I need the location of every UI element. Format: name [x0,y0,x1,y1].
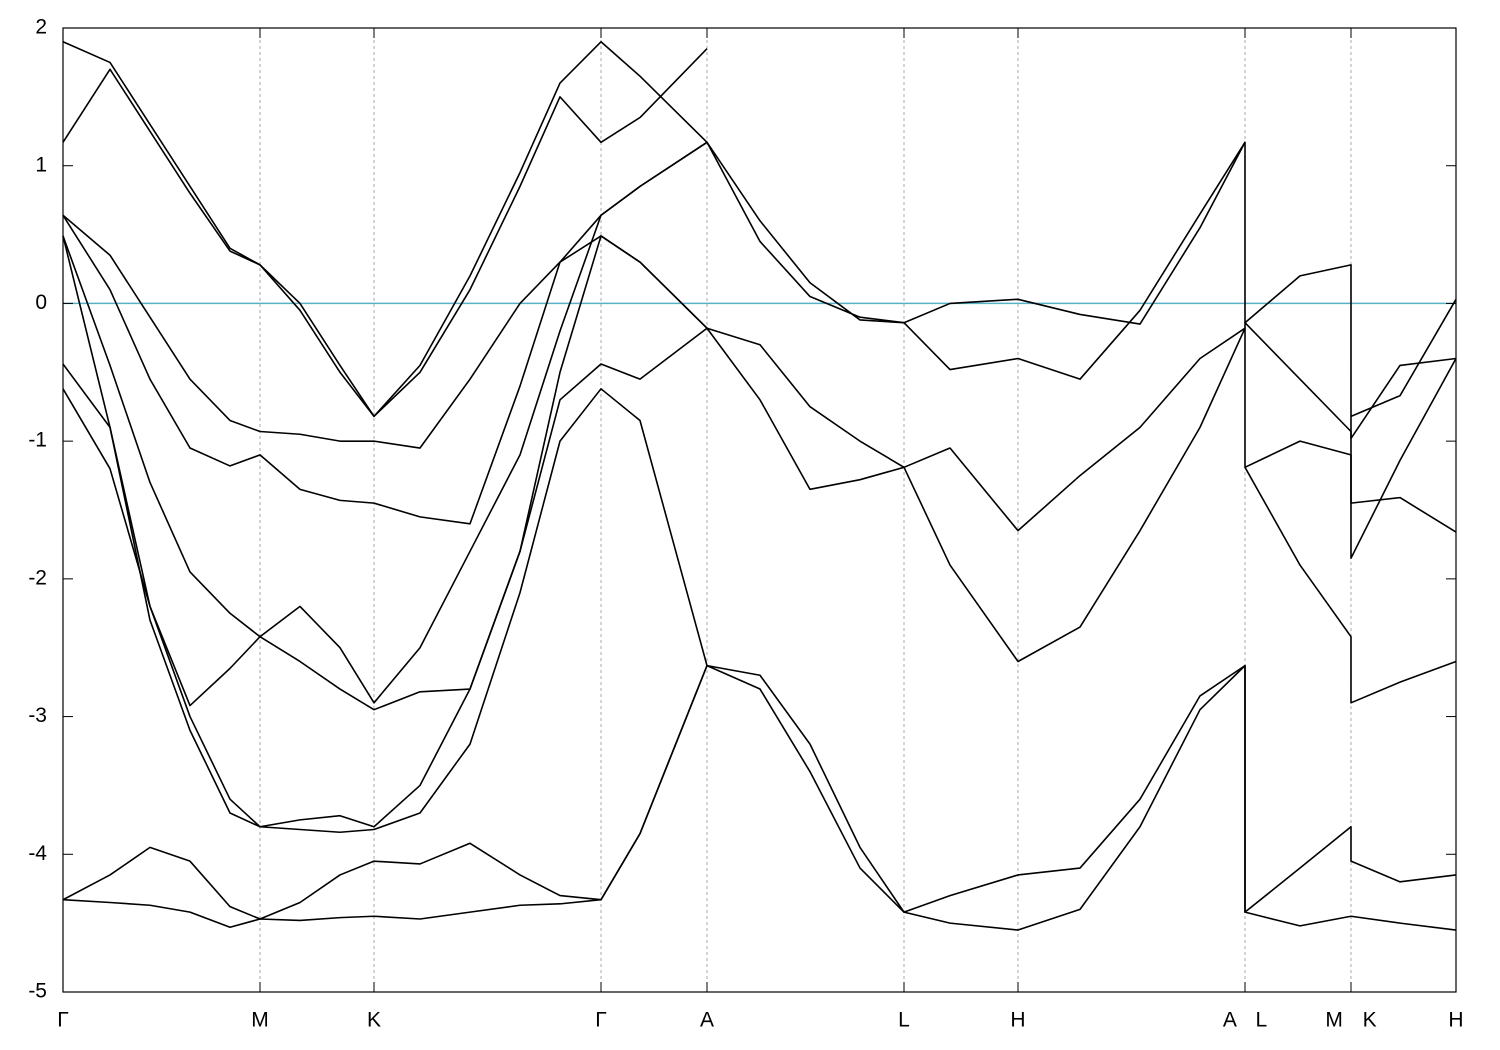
band-line [62,235,1457,711]
y-tick-label: 0 [35,291,47,314]
y-tick-label: -3 [28,704,47,727]
x-tick-label: M [251,1009,269,1032]
x-tick-label: Γ [57,1009,69,1032]
x-tick-label: A [700,1009,714,1032]
band-line [62,40,708,418]
x-tick-label: A L [1223,1009,1267,1032]
x-tick-label: Γ [595,1009,607,1032]
plot-area [62,40,1457,931]
y-tick-label: -1 [28,429,47,452]
y-tick-label: -5 [28,980,47,1003]
y-tick-label: -2 [28,566,47,589]
y-tick-label: 1 [35,153,47,176]
y-tick-label: 2 [35,16,47,39]
x-tick-label: M K [1325,1009,1376,1032]
band-line [62,664,1457,920]
band-line [62,141,1457,707]
band-line [62,214,708,449]
plot-frame [62,27,1457,993]
band-line [62,327,1457,828]
x-tick-label: L [898,1009,910,1032]
x-tick-label: K [367,1009,381,1032]
band-line [62,388,1457,834]
x-tick-label: H [1010,1009,1025,1032]
x-tick-label: H [1448,1009,1463,1032]
y-tick-label: -4 [28,842,47,865]
axes: -5 -4 -3 -2 -1 0 1 2 Γ M K Γ A L H A L M K H [28,16,1463,1032]
band-line [62,48,708,418]
band-line [62,141,1457,525]
